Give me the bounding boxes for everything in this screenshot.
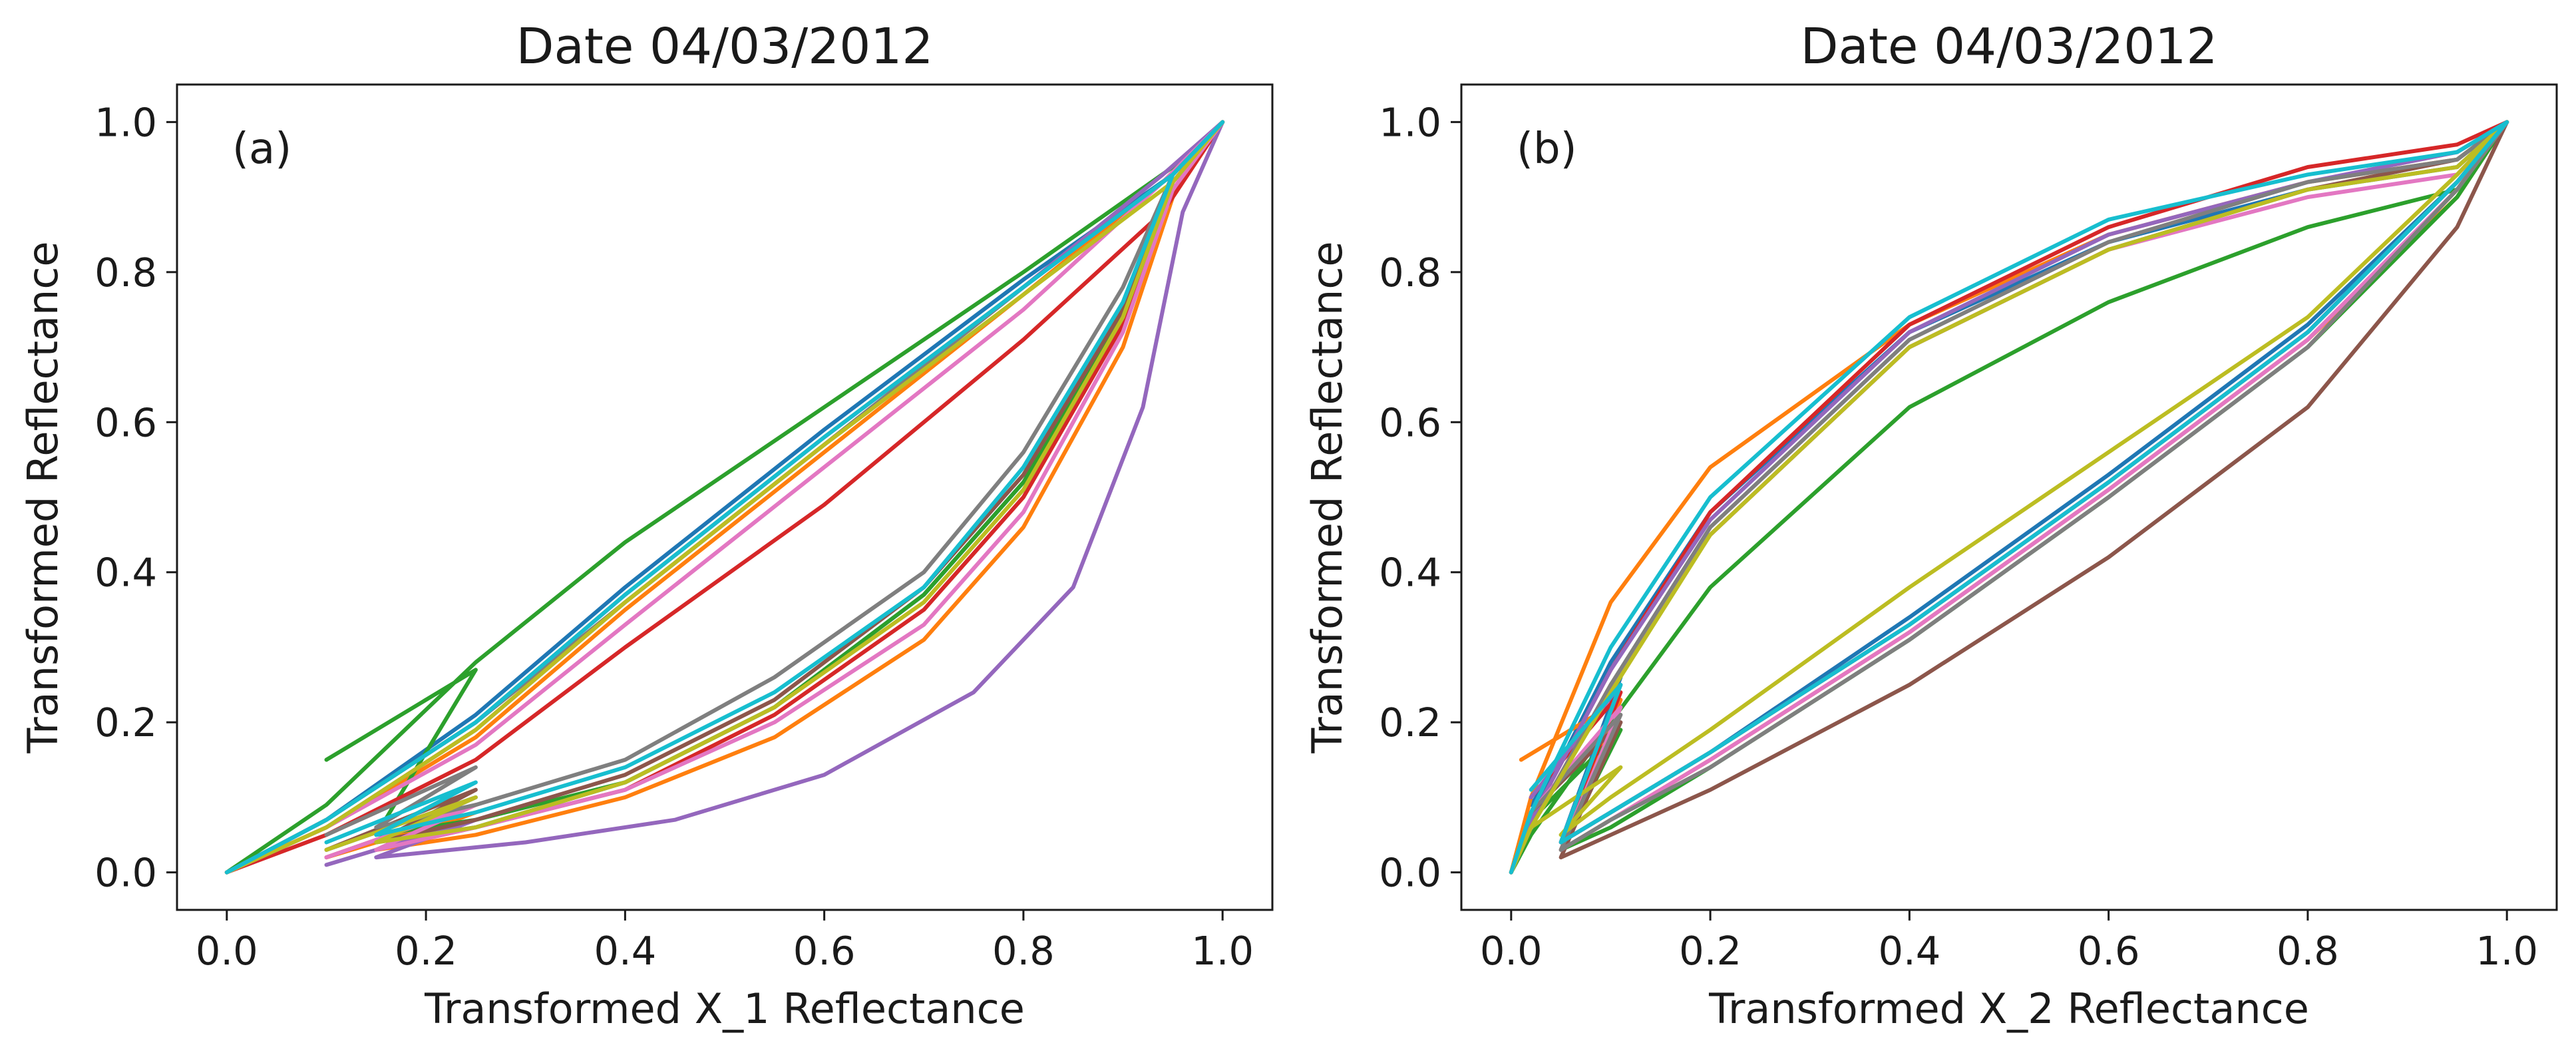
- series-line-s9: [224, 120, 1225, 875]
- y-tick-label: 0.8: [94, 250, 157, 296]
- panel-b: 0.0 0.2 0.4 0.6 0.8 1.0 0.0 0.2 0.4 0.6 0.8 1.0 Date…: [1303, 18, 2558, 1033]
- chart-title: Date 04/03/2012: [516, 18, 934, 75]
- x-tick-label: 0.2: [395, 928, 457, 974]
- series-line-s3: [1509, 120, 2509, 875]
- x-tick-label: 0.8: [992, 928, 1055, 974]
- x-tick-label: 1.0: [1191, 928, 1254, 974]
- plot-frame: [176, 83, 1274, 911]
- y-tick-label: 0.6: [94, 399, 157, 445]
- y-tick-label: 0.8: [1379, 250, 1441, 296]
- x-axis-label: Transformed X_1 Reflectance: [424, 984, 1025, 1033]
- plot-frame: [1460, 83, 2558, 911]
- series-group: [224, 120, 1225, 875]
- y-tick-label: 0.2: [94, 700, 157, 745]
- y-tick-label: 0.2: [1379, 700, 1441, 745]
- y-tick-label: 0.4: [1379, 550, 1441, 596]
- series-line-s2: [224, 120, 1225, 875]
- x-tick-label: 0.0: [196, 928, 258, 974]
- y-tick-label: 1.0: [94, 99, 157, 145]
- x-axis-label: Transformed X_2 Reflectance: [1708, 984, 2309, 1033]
- x-tick-label: 0.0: [1480, 928, 1543, 974]
- panel-label: (b): [1517, 124, 1577, 174]
- x-tick-label: 0.6: [793, 928, 856, 974]
- x-tick-label: 0.6: [2078, 928, 2140, 974]
- y-tick-label: 0.0: [94, 850, 157, 896]
- panel-a: 0.0 0.2 0.4 0.6 0.8 1.0 0.0 0.2 0.4 0.6 0.8 1.0 Date…: [19, 18, 1274, 1033]
- y-axis-label: Transformed Reflectance: [19, 241, 67, 753]
- x-tick-label: 0.4: [594, 928, 656, 974]
- x-tick-label: 0.8: [2277, 928, 2339, 974]
- x-tick-label: 0.2: [1679, 928, 1742, 974]
- series-group: [1509, 120, 2509, 875]
- series-line-s9: [1509, 120, 2509, 875]
- chart-title: Date 04/03/2012: [1801, 18, 2218, 75]
- x-tick-label: 1.0: [2476, 928, 2538, 974]
- y-tick-label: 0.4: [94, 550, 157, 596]
- y-tick-label: 0.6: [1379, 399, 1441, 445]
- panel-label: (a): [232, 124, 291, 174]
- y-tick-label: 0.0: [1379, 850, 1441, 896]
- series-line-s10: [224, 120, 1225, 875]
- series-line-s8: [1509, 120, 2509, 875]
- y-axis-label: Transformed Reflectance: [1303, 241, 1352, 753]
- series-line-s10: [1509, 120, 2509, 875]
- y-tick-label: 1.0: [1379, 99, 1441, 145]
- x-tick-label: 0.4: [1878, 928, 1940, 974]
